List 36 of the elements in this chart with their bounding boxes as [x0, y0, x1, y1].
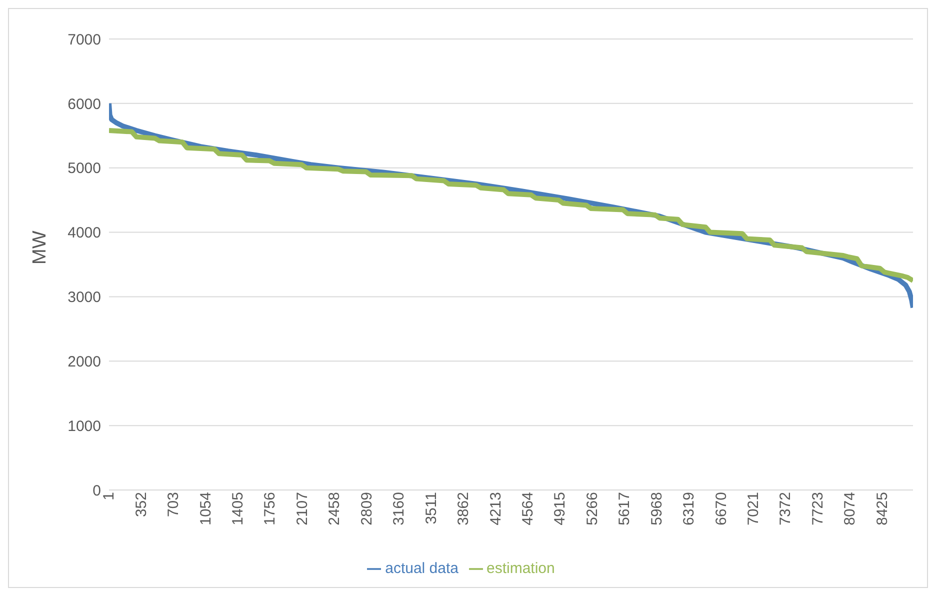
- y-tick-label: 0: [92, 482, 101, 500]
- legend-label: actual data: [385, 560, 458, 577]
- y-axis-title: MW: [30, 230, 51, 264]
- x-tick-label: 352: [132, 492, 150, 518]
- x-tick-label: 3511: [422, 492, 440, 524]
- x-tick-label: 5617: [616, 492, 634, 526]
- x-tick-label: 4564: [519, 492, 536, 526]
- x-tick-label: 3160: [390, 492, 408, 526]
- x-tick-label: 3862: [455, 492, 472, 526]
- x-tick-label: 2107: [294, 492, 311, 526]
- y-tick-label: 1000: [68, 418, 101, 435]
- x-tick-label: 6319: [680, 492, 698, 526]
- x-tick-label: 5266: [584, 492, 601, 526]
- x-tick-label: 6670: [712, 492, 730, 526]
- y-tick-label: 4000: [68, 224, 101, 242]
- x-tick-label: 1756: [262, 492, 279, 526]
- x-tick-label: 4213: [487, 492, 504, 526]
- x-tick-label: 7723: [809, 492, 826, 526]
- y-tick-label: 5000: [68, 160, 101, 178]
- x-tick-label: 4915: [552, 492, 569, 526]
- x-tick-label: 7021: [745, 492, 762, 526]
- x-tick-label: 2458: [326, 492, 344, 526]
- x-tick-label: 8425: [874, 492, 891, 526]
- y-tick-label: 6000: [68, 96, 101, 113]
- x-tick-label: 2809: [358, 492, 376, 526]
- x-tick-label: 7372: [777, 492, 794, 526]
- x-tick-label: 1054: [197, 492, 214, 526]
- x-tick-label: 1: [100, 492, 118, 500]
- x-tick-label: 703: [165, 492, 182, 518]
- y-tick-label: 3000: [68, 289, 101, 306]
- x-tick-label: 5968: [648, 492, 666, 526]
- x-tick-label: 8074: [842, 492, 859, 526]
- y-tick-label: 7000: [68, 31, 101, 48]
- x-tick-label: 1405: [230, 492, 247, 526]
- legend-label: estimation: [486, 560, 555, 577]
- y-tick-label: 2000: [68, 353, 101, 370]
